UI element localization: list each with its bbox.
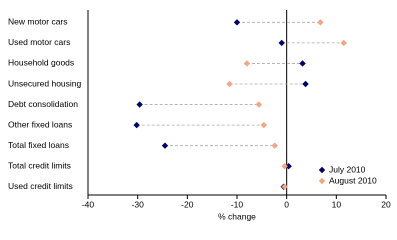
data-point xyxy=(278,39,285,47)
data-point xyxy=(233,19,241,26)
category-label: Other fixed loans xyxy=(8,119,72,129)
category-label: Total credit limits xyxy=(8,160,71,170)
data-point xyxy=(161,142,169,149)
data-point xyxy=(317,19,324,26)
category-label: New motor cars xyxy=(8,17,68,27)
data-point xyxy=(226,80,233,88)
data-point xyxy=(281,163,288,170)
data-point xyxy=(271,142,278,149)
legend-marker xyxy=(318,166,326,174)
data-point xyxy=(133,121,140,129)
legend-label: July 2010 xyxy=(329,164,366,174)
data-point xyxy=(260,121,268,129)
category-label: Household goods xyxy=(8,58,74,68)
data-point xyxy=(255,101,263,108)
x-tick-label: 20 xyxy=(381,199,391,209)
legend-marker xyxy=(318,177,326,185)
x-tick-label: -20 xyxy=(181,199,194,209)
category-label: Debt consolidation xyxy=(8,99,78,109)
category-label: Total fixed loans xyxy=(8,140,69,150)
data-point xyxy=(136,101,143,108)
x-tick-label: 0 xyxy=(284,199,289,209)
chart: % change -40 -30 -20 -10 0 10 20 New motor cars… xyxy=(8,10,391,221)
x-tick-label: -30 xyxy=(132,199,145,209)
page: {"chart_data": {"type": "dot", "x_label"… xyxy=(8,10,391,222)
x-tick-label: -10 xyxy=(231,199,244,209)
data-point xyxy=(281,183,288,190)
x-tick-label: 10 xyxy=(332,199,342,209)
data-point xyxy=(340,39,347,47)
data-point xyxy=(299,60,306,67)
category-label: Used motor cars xyxy=(8,37,70,47)
data-point xyxy=(243,60,251,67)
legend-label: August 2010 xyxy=(329,175,377,185)
category-label: Used credit limits xyxy=(8,181,73,191)
data-point xyxy=(302,80,309,88)
x-tick-label: -40 xyxy=(82,199,95,209)
data-point xyxy=(285,163,292,170)
category-label: Unsecured housing xyxy=(8,78,82,88)
x-axis-label: % change xyxy=(218,211,256,221)
